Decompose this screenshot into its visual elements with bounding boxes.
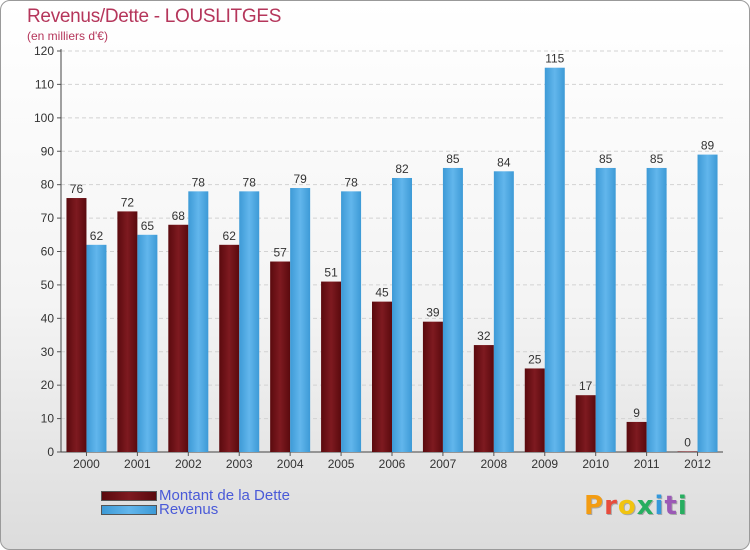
data-label: 9 <box>633 406 640 420</box>
bar-revenus <box>493 171 514 453</box>
bar-revenus <box>646 167 667 453</box>
data-label: 65 <box>141 219 155 233</box>
data-label: 25 <box>528 352 542 366</box>
bar-revenus <box>341 191 362 452</box>
bar-revenus <box>290 188 311 452</box>
logo-letter: x <box>636 491 655 521</box>
x-tick-label: 2012 <box>684 457 711 471</box>
x-tick-label: 2008 <box>480 457 507 471</box>
y-tick-label: 10 <box>41 412 55 426</box>
data-label: 62 <box>90 229 104 243</box>
bar-dette <box>321 281 342 452</box>
legend-item-revenus: Revenus <box>101 502 218 518</box>
bar-dette <box>524 368 545 452</box>
y-tick-label: 100 <box>34 111 54 125</box>
legend-item-dette: Montant de la Dette <box>101 488 290 504</box>
x-tick-label: 2000 <box>73 457 100 471</box>
data-label: 79 <box>293 172 307 186</box>
bar-revenus <box>442 167 463 453</box>
data-label: 89 <box>701 139 715 153</box>
logo-letter: i <box>677 491 688 521</box>
data-label: 76 <box>70 182 84 196</box>
data-label: 62 <box>223 229 237 243</box>
bar-dette <box>575 395 596 452</box>
bar-revenus <box>188 191 209 452</box>
data-label: 85 <box>599 152 613 166</box>
bar-dette <box>626 421 647 452</box>
data-label: 78 <box>192 175 206 189</box>
x-tick-label: 2002 <box>175 457 202 471</box>
y-tick-label: 70 <box>41 211 55 225</box>
bar-dette <box>473 345 494 452</box>
data-label: 85 <box>446 152 460 166</box>
data-label: 17 <box>579 379 593 393</box>
data-label: 84 <box>497 155 511 169</box>
data-label: 0 <box>684 435 691 449</box>
x-tick-label: 2001 <box>124 457 151 471</box>
legend-label-revenus: Revenus <box>159 501 219 518</box>
bar-dette <box>66 198 87 452</box>
proxiti-logo: Proxiti <box>584 491 688 521</box>
x-tick-label: 2011 <box>634 457 660 471</box>
data-label: 85 <box>650 152 664 166</box>
data-label: 39 <box>426 306 440 320</box>
bar-revenus <box>544 67 565 452</box>
bar-revenus <box>239 191 260 452</box>
bar-dette <box>219 244 240 452</box>
logo-letter: t <box>664 491 678 521</box>
x-tick-label: 2010 <box>582 457 609 471</box>
bar-dette <box>422 321 443 452</box>
data-label: 51 <box>324 266 338 280</box>
data-label: 82 <box>395 162 409 176</box>
data-label: 68 <box>172 209 186 223</box>
legend-swatch-revenus <box>101 505 157 515</box>
y-tick-label: 60 <box>41 245 55 259</box>
y-tick-label: 40 <box>41 311 55 325</box>
bar-dette <box>270 261 291 452</box>
y-tick-label: 80 <box>41 178 55 192</box>
bar-revenus <box>86 244 107 452</box>
legend-swatch-dette <box>101 491 157 501</box>
y-tick-label: 110 <box>35 77 54 91</box>
y-tick-label: 50 <box>41 278 55 292</box>
bar-dette <box>677 451 698 452</box>
y-tick-label: 0 <box>47 445 54 459</box>
data-label: 32 <box>477 329 491 343</box>
data-label: 72 <box>121 195 135 209</box>
y-tick-label: 30 <box>41 345 55 359</box>
logo-letter: i <box>654 491 665 521</box>
y-tick-label: 90 <box>41 144 55 158</box>
bar-dette <box>168 224 189 452</box>
y-tick-label: 20 <box>41 378 55 392</box>
bar-revenus <box>697 154 718 452</box>
bar-dette <box>372 301 392 452</box>
data-label: 45 <box>375 286 389 300</box>
data-label: 78 <box>344 175 358 189</box>
legend-label-dette: Montant de la Dette <box>159 487 290 504</box>
y-tick-label: 120 <box>34 44 54 58</box>
chart-title: Revenus/Dette - LOUSLITGES <box>27 6 282 27</box>
data-label: 57 <box>273 246 287 260</box>
data-label: 78 <box>243 175 257 189</box>
data-label: 115 <box>545 52 564 66</box>
chart-subtitle: (en milliers d'€) <box>27 29 108 43</box>
x-tick-label: 2007 <box>430 457 457 471</box>
x-tick-label: 2005 <box>328 457 355 471</box>
x-tick-label: 2003 <box>226 457 253 471</box>
x-tick-label: 2004 <box>277 457 304 471</box>
logo-letter: o <box>617 491 637 521</box>
logo-letter: P <box>584 491 605 521</box>
bar-dette <box>117 211 138 452</box>
bar-revenus <box>137 234 158 452</box>
x-tick-label: 2006 <box>379 457 406 471</box>
logo-letter: r <box>604 491 618 521</box>
bar-revenus <box>392 177 412 452</box>
bar-revenus <box>595 167 616 453</box>
x-tick-label: 2009 <box>531 457 558 471</box>
